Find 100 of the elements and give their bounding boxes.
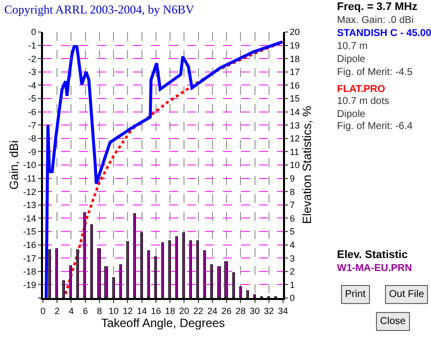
- x-tick-label: 30: [250, 306, 260, 316]
- text: Close: [380, 316, 406, 327]
- y-tick-label: -18: [23, 266, 36, 277]
- x-tick-label: 6: [82, 306, 88, 316]
- text: Fig. of Merit: -6.4: [337, 121, 414, 132]
- x-tick-label: 2: [54, 306, 60, 316]
- y2-tick-label: 1: [290, 280, 295, 290]
- text: Freq. = 3.7 MHz: [337, 1, 418, 13]
- text: 10.7 m dots: [337, 96, 390, 107]
- x-tick-label: 28: [236, 306, 246, 316]
- y2-tick-label: 10: [290, 160, 300, 170]
- text: Out File: [389, 289, 424, 300]
- bar: [232, 272, 235, 298]
- y-tick-label: -1: [28, 40, 36, 50]
- bar: [104, 266, 108, 298]
- x-tick-label: 26: [222, 306, 232, 316]
- bar: [147, 250, 150, 298]
- y2-tick-label: 12: [290, 134, 300, 144]
- x-tick-label: 16: [150, 306, 161, 316]
- y-tick-label: -17: [23, 253, 36, 264]
- bar: [97, 248, 101, 298]
- bar: [224, 261, 228, 298]
- text: W1-MA-EU.PRN: [337, 263, 412, 274]
- y2-tick-label: 0: [290, 293, 295, 304]
- x-tick-label: 8: [96, 306, 102, 316]
- x-tick-label: 22: [193, 306, 204, 316]
- text: Dipole: [337, 54, 366, 65]
- bar: [55, 248, 58, 298]
- y2-tick-label: 14: [290, 106, 300, 117]
- text: Fig. of Merit: -4.5: [337, 67, 414, 78]
- bar: [161, 242, 164, 298]
- y-axis-title: Gain, dBi: [6, 140, 21, 190]
- x-tick-label: 14: [136, 306, 147, 316]
- y-tick-label: -3: [28, 67, 36, 78]
- y-tick-label: -19: [23, 280, 36, 290]
- y2-tick-label: 18: [290, 54, 300, 64]
- x-tick-label: 20: [179, 306, 190, 316]
- y-tick-label: 0: [31, 27, 36, 38]
- bar: [168, 240, 171, 298]
- bar: [154, 256, 157, 298]
- bar: [119, 264, 122, 298]
- y2-tick-label: 7: [290, 200, 295, 210]
- x-tick-label: 0: [40, 306, 46, 316]
- y2-tick-label: 6: [290, 213, 295, 224]
- y-tick-label: -7: [28, 120, 36, 130]
- y-tick-label: -10: [23, 160, 36, 170]
- y-tick-label: -11: [24, 173, 36, 184]
- bar: [210, 264, 213, 298]
- y2-tick-label: 5: [290, 226, 295, 237]
- bar: [196, 240, 199, 298]
- y2-tick-label: 16: [290, 80, 300, 90]
- y2-tick-label: 9: [290, 173, 295, 184]
- bar: [69, 265, 72, 298]
- y-tick-label: -8: [28, 134, 36, 144]
- bar: [253, 294, 256, 298]
- y-tick-label: -4: [28, 80, 36, 90]
- y2-tick-label: 4: [290, 240, 295, 250]
- x-tick-label: 18: [165, 306, 176, 316]
- bar: [246, 290, 249, 298]
- bar: [133, 213, 136, 298]
- bar: [217, 266, 221, 298]
- bar: [239, 286, 242, 298]
- bar: [48, 249, 51, 298]
- text: STANDISH C - 45.00: [337, 28, 431, 39]
- bar: [203, 250, 206, 298]
- x-tick-label: 12: [122, 306, 133, 316]
- y2-tick-label: 3: [290, 253, 295, 264]
- y2-tick-label: 2: [290, 266, 295, 277]
- bar: [83, 212, 86, 298]
- text: 10.7 m: [337, 41, 368, 52]
- y-tick-label: -2: [28, 54, 36, 64]
- y-tick-label: -5: [28, 94, 36, 104]
- text: FLAT.PRO: [337, 84, 386, 95]
- text: Elev. Statistic: [337, 249, 408, 261]
- bar: [189, 240, 192, 298]
- text: Dipole: [337, 109, 366, 120]
- bar: [76, 249, 79, 298]
- x-tick-label: 4: [68, 306, 74, 316]
- x-tick-label: 34: [278, 306, 288, 316]
- y2-tick-label: 8: [290, 186, 295, 197]
- bar: [175, 236, 178, 298]
- chart-title: Copyright ARRL 2003-2004, by N6BV: [4, 2, 195, 16]
- x-tick-label: 32: [264, 306, 274, 316]
- bar: [90, 224, 93, 298]
- y2-tick-label: 11: [290, 146, 300, 157]
- y-tick-label: -6: [28, 106, 36, 117]
- x-axis-title: Takeoff Angle, Degrees: [101, 316, 225, 330]
- bar: [112, 277, 115, 298]
- x-tick-label: 10: [108, 306, 119, 316]
- y-tick-label: -14: [23, 213, 36, 224]
- y2-tick-label: 13: [290, 120, 300, 130]
- y-tick-label: -13: [23, 200, 36, 210]
- bar: [140, 232, 143, 298]
- y2-tick-label: 20: [290, 27, 300, 38]
- y-tick-label: -15: [23, 226, 36, 237]
- y2-tick-label: 19: [290, 40, 300, 50]
- y-tick-label: -16: [23, 240, 36, 250]
- text: Print: [345, 289, 366, 300]
- y2-axis-title: Elevation Statistics, %: [300, 106, 314, 224]
- y2-tick-label: 17: [290, 67, 300, 78]
